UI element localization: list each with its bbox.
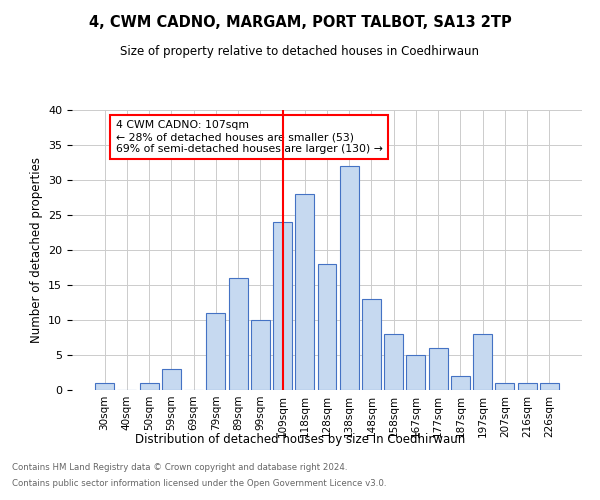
Text: Size of property relative to detached houses in Coedhirwaun: Size of property relative to detached ho…	[121, 45, 479, 58]
Bar	[162, 369, 181, 390]
Y-axis label: Number of detached properties: Number of detached properties	[29, 157, 43, 343]
Bar	[473, 334, 492, 390]
Bar	[496, 383, 514, 390]
Bar	[451, 376, 470, 390]
Bar	[295, 194, 314, 390]
Bar	[384, 334, 403, 390]
Bar	[518, 383, 536, 390]
Bar	[340, 166, 359, 390]
Text: Distribution of detached houses by size in Coedhirwaun: Distribution of detached houses by size …	[135, 432, 465, 446]
Text: 4 CWM CADNO: 107sqm
← 28% of detached houses are smaller (53)
69% of semi-detach: 4 CWM CADNO: 107sqm ← 28% of detached ho…	[116, 120, 383, 154]
Bar	[429, 348, 448, 390]
Bar	[406, 355, 425, 390]
Bar	[95, 383, 114, 390]
Bar	[206, 313, 225, 390]
Bar	[540, 383, 559, 390]
Text: 4, CWM CADNO, MARGAM, PORT TALBOT, SA13 2TP: 4, CWM CADNO, MARGAM, PORT TALBOT, SA13 …	[89, 15, 511, 30]
Bar	[251, 320, 270, 390]
Bar	[317, 264, 337, 390]
Bar	[362, 299, 381, 390]
Bar	[273, 222, 292, 390]
Bar	[229, 278, 248, 390]
Text: Contains HM Land Registry data © Crown copyright and database right 2024.: Contains HM Land Registry data © Crown c…	[12, 464, 347, 472]
Text: Contains public sector information licensed under the Open Government Licence v3: Contains public sector information licen…	[12, 478, 386, 488]
Bar	[140, 383, 158, 390]
